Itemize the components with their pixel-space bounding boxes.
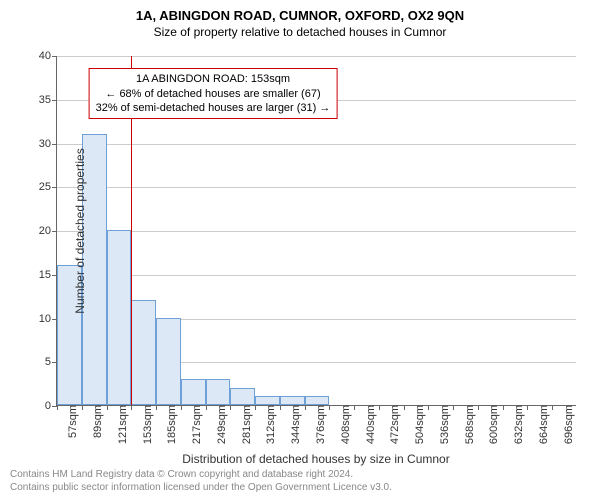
xtick-mark <box>478 405 479 410</box>
xtick-mark <box>503 405 504 410</box>
xtick-mark <box>181 405 182 410</box>
annotation-line: ← 68% of detached houses are smaller (67… <box>96 87 331 101</box>
ytick-label: 30 <box>39 138 57 150</box>
xtick-mark <box>552 405 553 410</box>
xtick-mark <box>453 405 454 410</box>
xtick-mark <box>404 405 405 410</box>
chart-title-main: 1A, ABINGDON ROAD, CUMNOR, OXFORD, OX2 9… <box>0 0 600 23</box>
histogram-bar <box>131 300 156 405</box>
ytick-label: 40 <box>39 50 57 62</box>
xtick-mark <box>206 405 207 410</box>
xtick-label: 600sqm <box>486 405 500 444</box>
xtick-label: 185sqm <box>164 405 178 444</box>
xtick-mark <box>329 405 330 410</box>
xtick-mark <box>156 405 157 410</box>
xtick-label: 121sqm <box>115 405 129 444</box>
gridline <box>57 275 576 276</box>
histogram-bar <box>255 396 280 405</box>
gridline <box>57 231 576 232</box>
xtick-mark <box>82 405 83 410</box>
chart-title-sub: Size of property relative to detached ho… <box>0 23 600 39</box>
ytick-label: 0 <box>45 400 57 412</box>
xtick-mark <box>354 405 355 410</box>
gridline <box>57 187 576 188</box>
plot-region: 051015202530354057sqm89sqm121sqm153sqm18… <box>56 56 576 406</box>
footer-attribution: Contains HM Land Registry data © Crown c… <box>10 468 392 494</box>
annotation-box: 1A ABINGDON ROAD: 153sqm← 68% of detache… <box>89 68 338 119</box>
footer-line2: Contains public sector information licen… <box>10 481 392 494</box>
xtick-mark <box>57 405 58 410</box>
y-axis-label: Number of detached properties <box>73 81 87 381</box>
xtick-mark <box>255 405 256 410</box>
histogram-bar <box>305 396 330 405</box>
xtick-label: 376sqm <box>313 405 327 444</box>
xtick-label: 504sqm <box>412 405 426 444</box>
xtick-label: 217sqm <box>189 405 203 444</box>
xtick-mark <box>379 405 380 410</box>
xtick-mark <box>305 405 306 410</box>
xtick-label: 472sqm <box>387 405 401 444</box>
histogram-bar <box>280 396 305 405</box>
annotation-line: 32% of semi-detached houses are larger (… <box>96 101 331 115</box>
xtick-label: 153sqm <box>140 405 154 444</box>
ytick-label: 10 <box>39 313 57 325</box>
xtick-label: 312sqm <box>263 405 277 444</box>
ytick-label: 15 <box>39 269 57 281</box>
xtick-label: 568sqm <box>462 405 476 444</box>
chart-area: 051015202530354057sqm89sqm121sqm153sqm18… <box>56 56 576 406</box>
ytick-label: 20 <box>39 225 57 237</box>
xtick-label: 696sqm <box>561 405 575 444</box>
ytick-label: 5 <box>45 356 57 368</box>
histogram-bar <box>181 379 206 405</box>
histogram-bar <box>107 230 132 405</box>
xtick-mark <box>527 405 528 410</box>
xtick-label: 57sqm <box>65 405 79 438</box>
xtick-mark <box>428 405 429 410</box>
xtick-label: 408sqm <box>338 405 352 444</box>
xtick-mark <box>280 405 281 410</box>
xtick-mark <box>131 405 132 410</box>
gridline <box>57 56 576 57</box>
xtick-label: 89sqm <box>90 405 104 438</box>
xtick-mark <box>230 405 231 410</box>
histogram-bar <box>206 379 231 405</box>
gridline <box>57 144 576 145</box>
xtick-label: 281sqm <box>239 405 253 444</box>
ytick-label: 35 <box>39 94 57 106</box>
xtick-label: 249sqm <box>214 405 228 444</box>
xtick-label: 632sqm <box>511 405 525 444</box>
histogram-bar <box>230 388 255 406</box>
xtick-mark <box>107 405 108 410</box>
ytick-label: 25 <box>39 181 57 193</box>
xtick-label: 440sqm <box>363 405 377 444</box>
xtick-label: 536sqm <box>437 405 451 444</box>
xtick-label: 344sqm <box>288 405 302 444</box>
x-axis-label: Distribution of detached houses by size … <box>56 452 576 466</box>
histogram-bar <box>156 318 181 406</box>
footer-line1: Contains HM Land Registry data © Crown c… <box>10 468 392 481</box>
annotation-line: 1A ABINGDON ROAD: 153sqm <box>96 72 331 86</box>
xtick-label: 664sqm <box>536 405 550 444</box>
